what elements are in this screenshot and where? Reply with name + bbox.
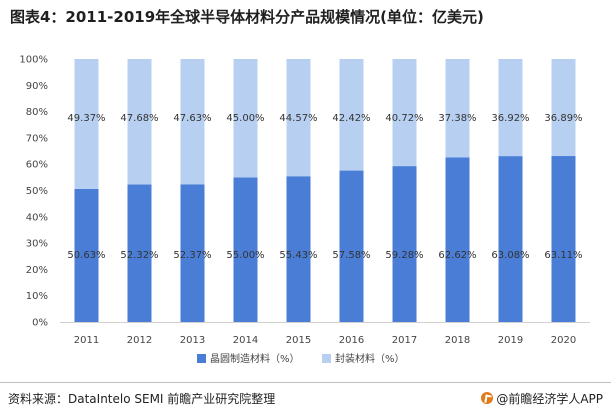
y-tick-label: 20% (26, 265, 48, 276)
data-label-packaging-2015: 44.57% (279, 113, 317, 124)
source-note: 资料来源：DataIntelo SEMI 前瞻产业研究院整理 (8, 392, 276, 406)
data-label-packaging-2013: 47.63% (173, 113, 211, 124)
bar-packaging-2015 (286, 59, 311, 177)
data-label-packaging-2016: 42.42% (332, 113, 370, 124)
bar-packaging-2020 (551, 59, 576, 157)
data-label-wafer-2017: 59.28% (385, 250, 423, 261)
legend-swatch-packaging (322, 354, 331, 363)
data-label-packaging-2012: 47.68% (120, 113, 158, 124)
x-tick-label: 2017 (392, 335, 417, 346)
bar-wafer-2012 (127, 184, 152, 322)
x-tick-label: 2016 (339, 335, 364, 346)
chart-title: 图表4：2011-2019年全球半导体材料分产品规模情况(单位：亿美元) (10, 8, 484, 26)
bar-wafer-2016 (339, 170, 364, 322)
data-label-wafer-2018: 62.62% (438, 250, 476, 261)
x-tick-label: 2012 (127, 335, 152, 346)
legend-label-wafer: 晶圆制造材料（%） (210, 352, 300, 365)
data-label-wafer-2016: 57.58% (332, 250, 370, 261)
data-label-wafer-2014: 55.00% (226, 250, 264, 261)
brand-text: @前瞻经济学人APP (496, 392, 603, 406)
legend-label-packaging: 封装材料（%） (335, 352, 405, 365)
data-label-packaging-2020: 36.89% (544, 113, 582, 124)
data-label-wafer-2013: 52.37% (173, 250, 211, 261)
bar-packaging-2017 (392, 59, 417, 167)
y-tick-label: 10% (26, 291, 48, 302)
data-label-packaging-2017: 40.72% (385, 113, 423, 124)
brand-credit: @前瞻经济学人APP (481, 390, 603, 407)
stacked-bar-chart: 0% 10% 20% 30% 40% 50% 60% 70% 80% 90% 100% 50.63% 4… (19, 55, 590, 365)
data-label-wafer-2015: 55.43% (279, 250, 317, 261)
data-label-wafer-2012: 52.32% (120, 250, 158, 261)
x-tick-label: 2014 (233, 335, 258, 346)
bar-wafer-2020 (551, 156, 576, 322)
brand-logo-icon (481, 392, 494, 404)
data-label-packaging-2014: 45.00% (226, 113, 264, 124)
x-tick-label: 2015 (286, 335, 311, 346)
footer-divider (0, 382, 611, 383)
bar-packaging-2013 (180, 59, 205, 185)
x-tick-label: 2020 (551, 335, 576, 346)
y-tick-label: 80% (26, 107, 48, 118)
y-tick-label: 50% (26, 186, 48, 197)
bar-packaging-2018 (445, 59, 470, 158)
bar-wafer-2011 (74, 188, 99, 322)
y-tick-label: 70% (26, 133, 48, 144)
x-tick-label: 2018 (445, 335, 470, 346)
bar-packaging-2019 (498, 59, 523, 157)
x-tick-label: 2013 (180, 335, 205, 346)
y-tick-label: 60% (26, 160, 48, 171)
x-tick-label: 2011 (74, 335, 99, 346)
data-label-packaging-2011: 49.37% (67, 113, 105, 124)
bar-wafer-2013 (180, 184, 205, 322)
y-tick-label: 100% (19, 55, 48, 66)
data-label-wafer-2011: 50.63% (67, 250, 105, 261)
bar-wafer-2017 (392, 166, 417, 322)
bar-packaging-2016 (339, 59, 364, 171)
bar-packaging-2011 (74, 59, 99, 189)
bar-packaging-2012 (127, 59, 152, 185)
x-tick-label: 2019 (498, 335, 523, 346)
data-label-wafer-2020: 63.11% (544, 250, 582, 261)
data-label-packaging-2019: 36.92% (491, 113, 529, 124)
bar-packaging-2014 (233, 59, 258, 178)
y-tick-label: 90% (26, 81, 48, 92)
bar-wafer-2019 (498, 156, 523, 322)
data-label-packaging-2018: 37.38% (438, 113, 476, 124)
bar-wafer-2015 (286, 176, 311, 322)
y-tick-label: 0% (32, 318, 48, 329)
legend-swatch-wafer (197, 354, 206, 363)
bar-wafer-2018 (445, 157, 470, 322)
data-label-wafer-2019: 63.08% (491, 250, 529, 261)
bar-wafer-2014 (233, 177, 258, 322)
y-tick-label: 30% (26, 239, 48, 250)
y-tick-label: 40% (26, 212, 48, 223)
